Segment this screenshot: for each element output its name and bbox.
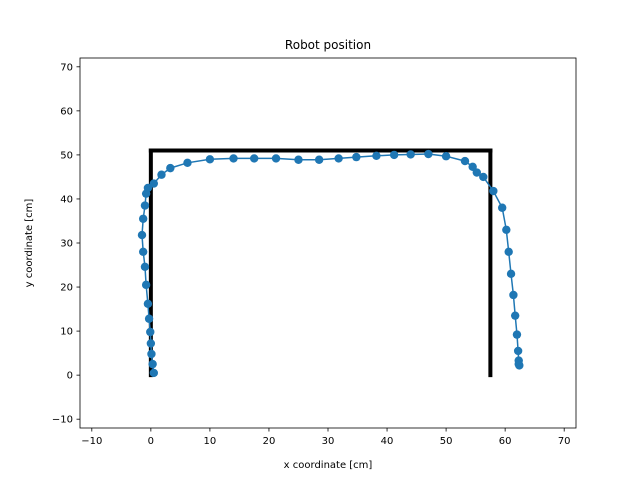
- trajectory-point: [146, 339, 156, 348]
- trajectory-point: [479, 172, 488, 182]
- trajectory-point: [141, 280, 151, 290]
- trajectory-point: [510, 311, 520, 320]
- chart-title: Robot position: [285, 38, 371, 52]
- trajectory-point: [460, 156, 470, 166]
- trajectory-point: [166, 163, 175, 173]
- y-tick-label: 70: [60, 62, 73, 73]
- trajectory-point: [389, 150, 399, 160]
- trajectory-point: [334, 154, 343, 163]
- x-tick-label: 0: [148, 436, 154, 447]
- trajectory-point: [183, 158, 192, 168]
- trajectory-point: [205, 155, 215, 164]
- trajectory-point: [509, 290, 518, 300]
- trajectory-point: [138, 214, 148, 223]
- y-axis-label: y coordinate [cm]: [24, 199, 35, 288]
- trajectory-point: [271, 154, 281, 163]
- trajectory-point: [352, 152, 361, 162]
- x-axis-label: x coordinate [cm]: [284, 460, 373, 471]
- series-layer: [137, 149, 524, 378]
- x-tick-label: 10: [204, 436, 217, 447]
- trajectory-point: [229, 154, 238, 163]
- trajectory-point: [143, 183, 153, 193]
- trajectory-point: [147, 349, 156, 359]
- y-tick-label: 30: [60, 239, 73, 250]
- trajectory-point: [424, 149, 433, 159]
- trajectory-point: [143, 299, 153, 308]
- trajectory-point: [148, 359, 157, 369]
- y-axis-ticks: −10 0 10 20 30 40 50 60 70: [52, 62, 80, 426]
- trajectory-point: [513, 346, 523, 356]
- x-tick-label: 30: [322, 436, 335, 447]
- x-tick-label: 20: [263, 436, 276, 447]
- trajectory-point: [502, 225, 511, 234]
- trajectory-point: [138, 247, 148, 257]
- y-tick-label: 0: [67, 371, 73, 382]
- x-tick-label: −10: [81, 436, 102, 447]
- trajectory-point: [314, 155, 324, 164]
- trajectory-point: [140, 201, 150, 210]
- trajectory-point: [515, 361, 524, 370]
- trajectory-point: [406, 150, 415, 159]
- trajectory-point: [157, 170, 166, 179]
- trajectory-point: [504, 247, 513, 257]
- y-tick-label: 10: [60, 327, 73, 338]
- trajectory-point: [146, 327, 155, 337]
- trajectory-point: [506, 269, 516, 279]
- x-tick-label: 40: [381, 436, 394, 447]
- y-tick-label: 20: [60, 283, 73, 294]
- trajectory-point: [441, 152, 451, 161]
- x-tick-label: 50: [440, 436, 453, 447]
- trajectory-point: [144, 314, 154, 323]
- trajectory-point: [372, 151, 381, 160]
- trajectory-point: [294, 155, 303, 164]
- trajectory-point: [149, 179, 159, 188]
- x-tick-label: 70: [558, 436, 571, 447]
- y-tick-label: 40: [60, 194, 73, 205]
- trajectory-point: [137, 230, 147, 240]
- trajectory-point: [472, 168, 481, 177]
- trajectory-point: [497, 203, 507, 212]
- x-tick-label: 60: [499, 436, 512, 447]
- y-tick-label: 50: [60, 150, 73, 161]
- trajectory-point: [140, 262, 150, 271]
- trajectory-point: [249, 154, 259, 163]
- y-tick-label: 60: [60, 106, 73, 117]
- trajectory-point: [489, 186, 498, 196]
- plot-area-background: [80, 58, 576, 428]
- x-axis-ticks: −10 0 10 20 30 40 50 60 70: [81, 428, 571, 447]
- y-tick-label: −10: [52, 415, 73, 426]
- trajectory-point: [149, 368, 159, 378]
- trajectory-point: [512, 330, 522, 339]
